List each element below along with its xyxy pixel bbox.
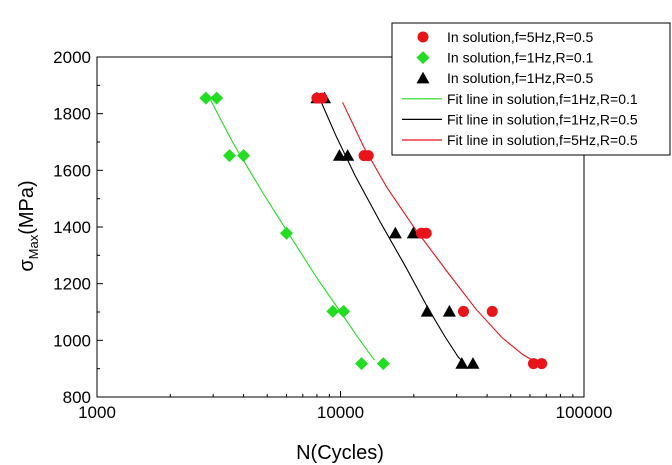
legend-label: In solution,f=1Hz,R=0.5: [447, 70, 594, 86]
legend-marker-circle: [417, 31, 429, 43]
data-point-circle: [458, 305, 470, 317]
data-point-circle: [316, 92, 328, 104]
fit-line: [318, 97, 466, 365]
data-point-triangle: [332, 149, 346, 161]
data-point-triangle: [455, 357, 469, 369]
y-axis-title: σMax(MPa): [16, 180, 41, 271]
data-point-diamond: [337, 304, 351, 318]
y-tick-label: 1000: [53, 331, 91, 350]
y-tick-label: 1200: [53, 275, 91, 294]
fit-line: [209, 97, 376, 361]
data-point-circle: [536, 358, 548, 370]
legend-label: In solution,f=1Hz,R=0.1: [447, 50, 594, 66]
data-point-diamond: [376, 357, 390, 371]
data-point-circle: [362, 150, 374, 162]
data-point-triangle: [388, 226, 402, 239]
data-point-circle: [486, 305, 498, 317]
data-point-triangle: [341, 149, 355, 161]
x-tick-label: 100000: [556, 403, 613, 422]
data-point-diamond: [355, 357, 369, 371]
legend-label: Fit line in solution,f=1Hz,R=0.1: [447, 91, 638, 107]
legend-marker-diamond: [416, 51, 430, 65]
data-point-triangle: [466, 357, 480, 369]
x-tick-label: 10000: [317, 403, 364, 422]
data-point-triangle: [442, 304, 456, 317]
data-point-diamond: [237, 149, 251, 163]
x-tick-label: 1000: [78, 403, 116, 422]
data-point-triangle: [420, 304, 434, 317]
data-point-diamond: [279, 226, 293, 240]
legend-label: In solution,f=5Hz,R=0.5: [447, 29, 594, 45]
y-tick-label: 800: [63, 388, 91, 407]
y-axis-title-unit: (MPa): [16, 180, 38, 234]
data-markers: [199, 91, 548, 371]
y-tick-label: 1800: [53, 105, 91, 124]
data-point-diamond: [210, 91, 224, 105]
x-axis-title: N(Cycles): [296, 442, 384, 464]
data-point-diamond: [222, 149, 236, 163]
legend: In solution,f=5Hz,R=0.5 In solution,f=1Hz…: [391, 22, 671, 156]
y-tick-label: 2000: [53, 48, 91, 67]
data-point-diamond: [326, 304, 340, 318]
y-tick-label: 1600: [53, 161, 91, 180]
y-axis-title-main: σ: [16, 259, 38, 272]
legend-label: Fit line in solution,f=1Hz,R=0.5: [447, 111, 638, 127]
data-point-diamond: [199, 91, 213, 105]
legend-label: Fit line in solution,f=5Hz,R=0.5: [447, 132, 638, 148]
y-axis-title-subscript: Max: [26, 234, 41, 259]
fit-line: [342, 102, 539, 365]
data-point-circle: [527, 358, 539, 370]
legend-box: [391, 22, 671, 156]
y-tick-label: 1400: [53, 218, 91, 237]
data-point-circle: [420, 227, 432, 239]
legend-marker-triangle: [416, 71, 430, 84]
